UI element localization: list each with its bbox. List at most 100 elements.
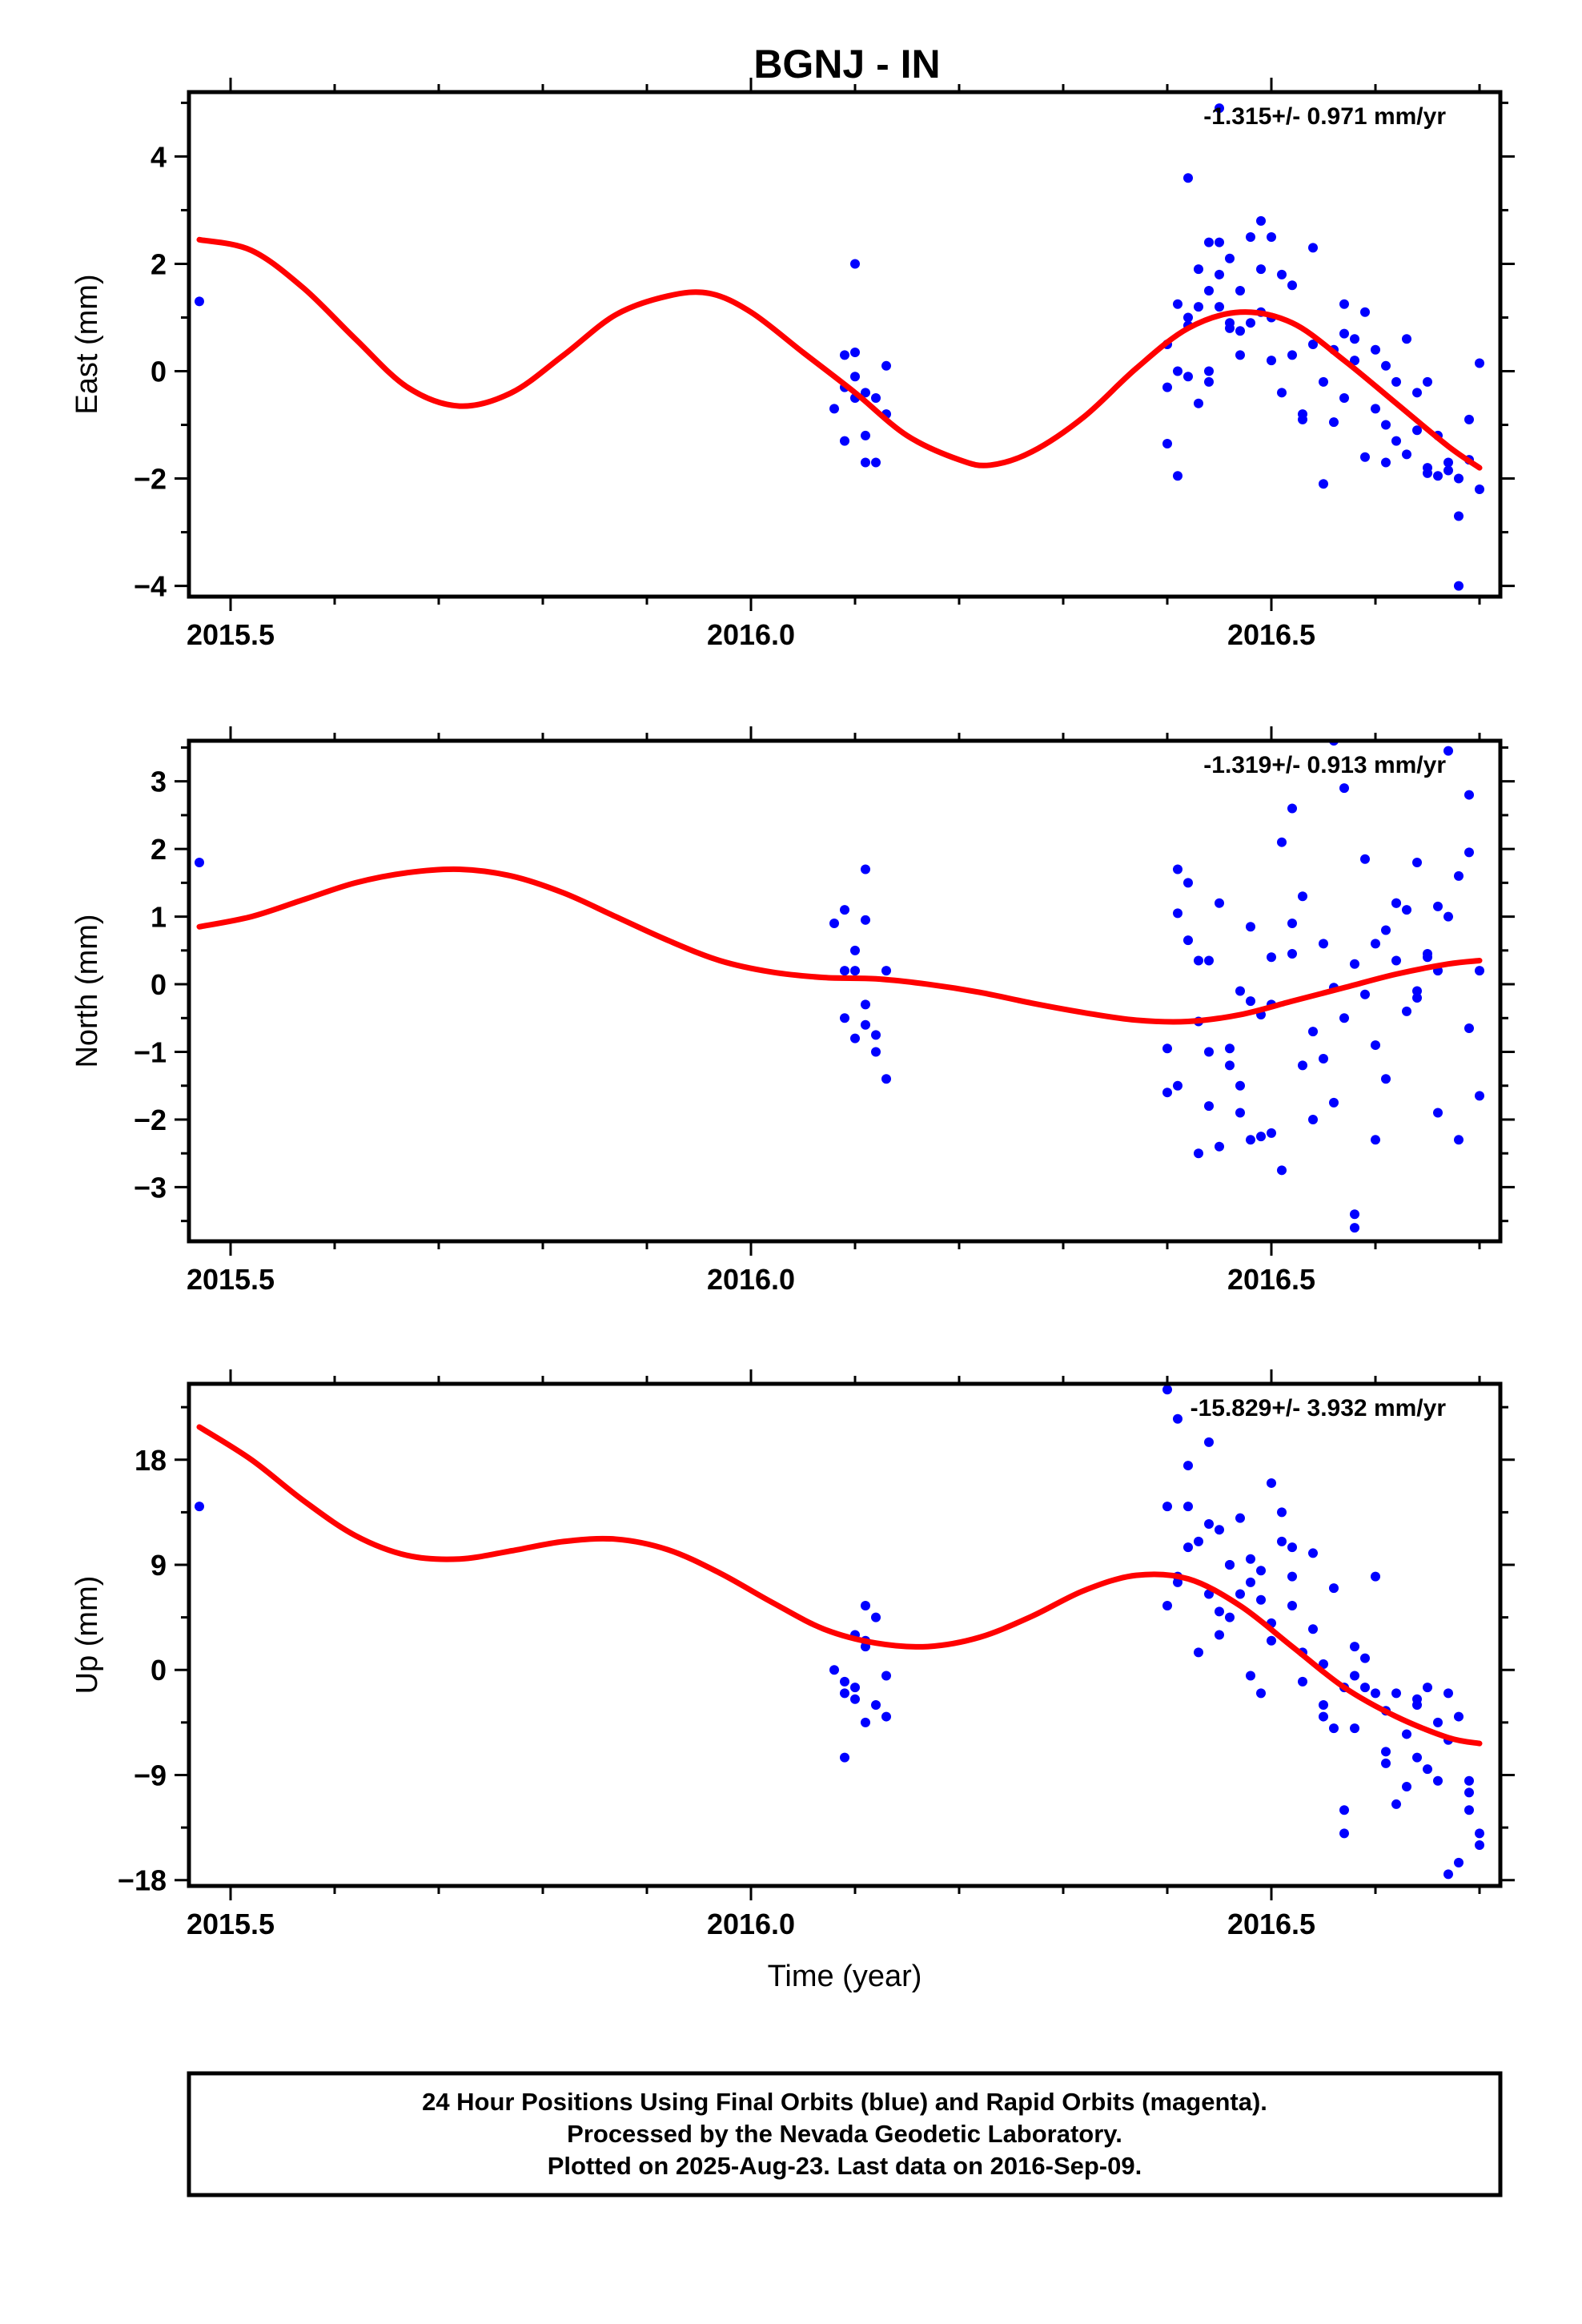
data-point [1381,925,1391,935]
rate-label: -15.829+/- 3.932 mm/yr [1191,1395,1447,1421]
data-point [1246,996,1255,1007]
data-point [1360,854,1370,864]
data-point [1381,1758,1391,1768]
data-point [1215,269,1224,279]
data-point [1194,264,1203,275]
y-tick-label: 4 [151,140,167,173]
rate-label: -1.315+/- 0.971 mm/yr [1203,103,1446,130]
data-point [1412,1694,1422,1704]
data-point [1402,1006,1411,1016]
data-point [840,350,849,360]
data-point [1391,1799,1401,1809]
data-point [1235,326,1245,336]
data-point [1371,404,1380,414]
x-tick-label: 2016.5 [1227,618,1315,651]
data-point [1256,215,1266,226]
data-point [1267,356,1276,366]
data-point [1173,471,1182,481]
data-point [1225,323,1235,333]
data-point [1360,452,1370,462]
data-point [1235,285,1245,296]
data-point [1381,420,1391,430]
data-point [1225,1612,1235,1622]
data-point [840,1752,849,1763]
data-point [850,259,860,269]
data-point [1350,1223,1359,1233]
data-point [1256,1594,1266,1605]
data-point [1277,1507,1287,1518]
data-point [1402,334,1411,344]
data-point [1360,1653,1370,1663]
data-point [861,457,870,468]
data-point [1412,858,1422,868]
fit-curve [196,236,1483,471]
data-point [1162,438,1172,448]
data-point [850,348,860,358]
data-point [1215,237,1224,247]
y-tick-label: 2 [151,833,167,866]
data-point [1391,436,1401,446]
data-point [861,915,870,925]
data-point [195,296,204,307]
data-point [1162,1043,1172,1054]
data-point [1246,1577,1255,1587]
data-point [1308,243,1318,253]
data-point [861,388,870,398]
y-axis-label: Up (mm) [70,1576,104,1695]
y-axis-label: North (mm) [70,914,104,1068]
data-point [1319,1053,1328,1063]
data-point [1246,318,1255,328]
data-point [881,360,891,371]
data-point [840,966,849,976]
data-point [1246,231,1255,242]
data-point [1162,1088,1172,1098]
x-tick-label: 2016.5 [1227,1908,1315,1940]
x-axis-label: Time (year) [768,1960,922,1993]
data-point [1225,1043,1235,1054]
data-point [850,372,860,382]
data-point [1256,1132,1266,1142]
data-point [1194,302,1203,312]
data-point [871,1047,881,1057]
data-point [1183,878,1193,888]
data-point [1350,334,1359,344]
data-point [1319,479,1328,489]
data-point [1298,1060,1307,1071]
data-point [1256,264,1266,275]
data-point [1215,302,1224,312]
data-point [1433,901,1443,911]
data-point [1204,1518,1214,1529]
data-point [1225,1560,1235,1570]
data-point [1475,966,1484,976]
data-point [1235,1589,1245,1599]
data-point [1246,922,1255,932]
data-point [1464,1775,1474,1786]
data-point [1412,425,1422,436]
data-point [1423,1683,1432,1693]
data-point [850,1683,860,1693]
data-point [1277,388,1287,398]
data-point [1308,1548,1318,1558]
panel-3: 2015.5 2016.0 2016.5 −18 −9 0 9 18 Up (mm) Time (… [70,1369,1515,1993]
data-point [1371,344,1380,355]
x-tick-label: 2016.0 [707,618,795,651]
data-point [1287,1601,1297,1611]
data-point [850,966,860,976]
data-point [871,1699,881,1710]
data-point [1256,1566,1266,1576]
data-point [829,919,839,929]
caption-line-2: Processed by the Nevada Geodetic Laborat… [567,2120,1122,2148]
data-point [1235,1513,1245,1523]
data-point [1225,1060,1235,1071]
data-point [861,1019,870,1030]
data-point [1194,1148,1203,1159]
data-point [1308,1027,1318,1037]
data-point [1454,1135,1464,1145]
data-point [1246,1671,1255,1681]
data-point [1339,299,1349,309]
data-point [1319,376,1328,387]
y-tick-label: −1 [134,1036,167,1069]
data-point [1194,1536,1203,1546]
data-point [1350,356,1359,366]
data-point [1371,1135,1380,1145]
